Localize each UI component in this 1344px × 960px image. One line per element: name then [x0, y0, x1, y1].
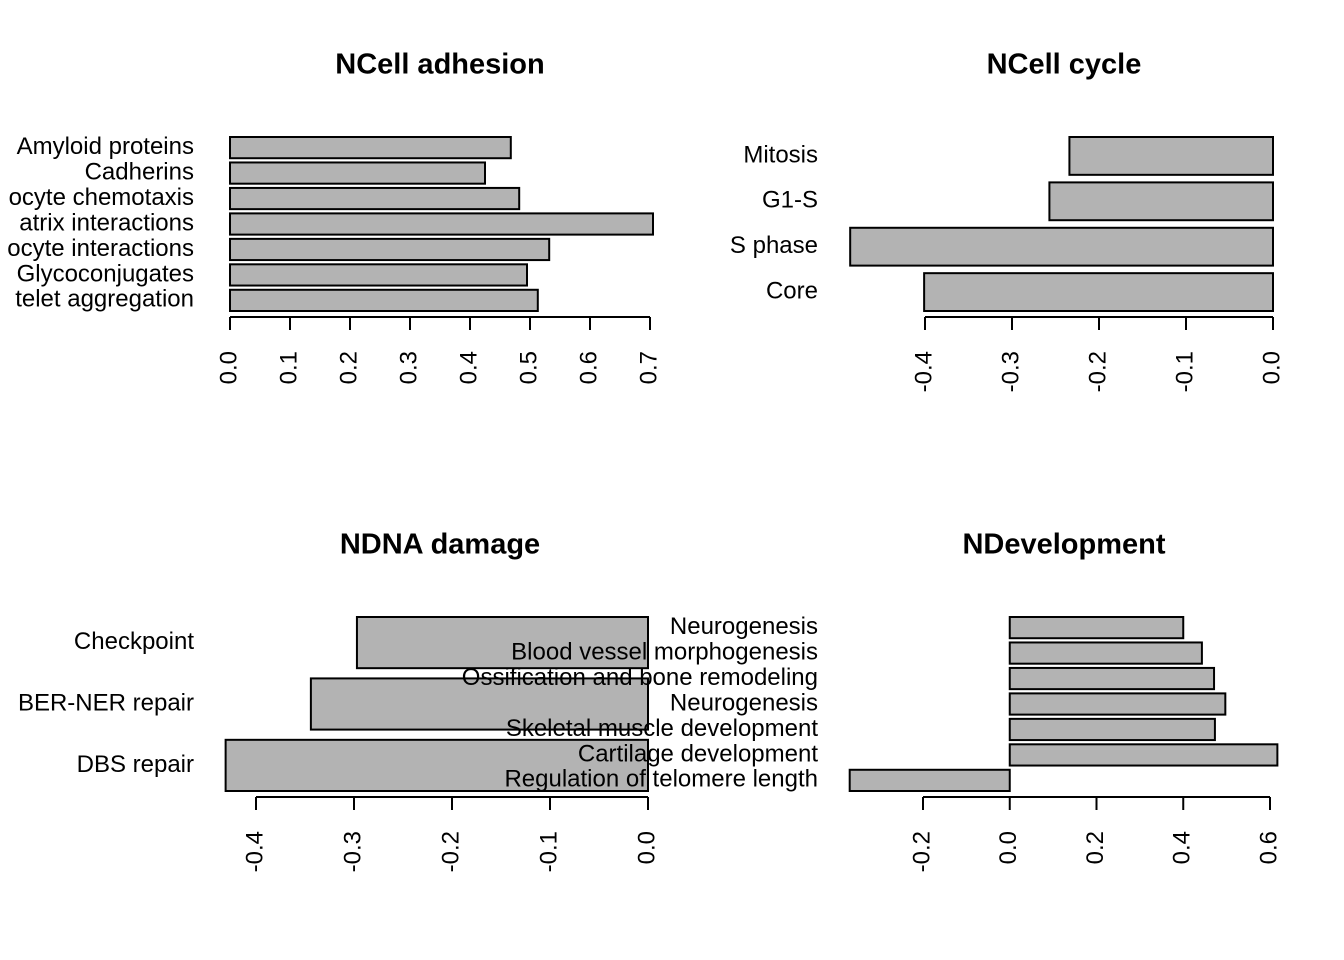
- x-tick-label: 0.5: [515, 351, 542, 384]
- x-tick-label: 0.2: [1082, 831, 1109, 864]
- x-tick-label: 0.0: [995, 831, 1022, 864]
- x-tick-label: 0.0: [215, 351, 242, 384]
- x-tick-label: 0.4: [455, 351, 482, 384]
- x-tick-label: -0.4: [241, 831, 268, 872]
- x-tick-label: 0.6: [1255, 831, 1282, 864]
- category-label: telet aggregation: [15, 286, 194, 313]
- bar: [229, 186, 521, 211]
- x-tick-label: 0.2: [335, 351, 362, 384]
- bar: [229, 288, 539, 312]
- bar: [229, 237, 551, 262]
- bar: [1008, 666, 1216, 691]
- category-label: Cadherins: [85, 158, 194, 185]
- bar: [229, 263, 528, 287]
- bar: [229, 161, 486, 185]
- category-label: Amyloid proteins: [17, 133, 194, 160]
- category-label: atrix interactions: [19, 209, 194, 236]
- category-label: Neurogenesis: [670, 613, 818, 640]
- x-tick-label: -0.2: [437, 831, 464, 872]
- bar: [229, 136, 512, 160]
- x-tick-label: 0.4: [1169, 831, 1196, 864]
- category-label: Neurogenesis: [670, 689, 818, 716]
- x-tick-label: 0.1: [275, 351, 302, 384]
- x-tick-label: -0.1: [535, 831, 562, 872]
- bar: [1008, 616, 1185, 640]
- bar: [849, 226, 1274, 267]
- bar: [229, 212, 654, 236]
- x-tick-label: 0.0: [633, 831, 660, 864]
- category-label: DBS repair: [77, 751, 194, 778]
- category-label: Ossification and bone remodeling: [462, 664, 818, 691]
- bar: [224, 738, 649, 793]
- x-tick-label: -0.2: [1084, 351, 1111, 392]
- x-tick-label: 0.6: [575, 351, 602, 384]
- category-label: Glycoconjugates: [17, 260, 194, 287]
- x-tick-label: 0.0: [1258, 351, 1285, 384]
- chart-title: NCell adhesion: [335, 49, 545, 81]
- bar: [1068, 136, 1275, 176]
- x-tick-label: -0.3: [339, 831, 366, 872]
- category-label: Mitosis: [743, 141, 818, 168]
- category-label: Core: [766, 277, 818, 304]
- category-label: Blood vessel morphogenesis: [511, 638, 818, 665]
- bar: [1008, 692, 1227, 716]
- bar: [1008, 641, 1203, 665]
- category-label: ocyte chemotaxis: [9, 184, 194, 211]
- x-tick-label: -0.3: [997, 351, 1024, 392]
- category-label: BER-NER repair: [18, 689, 194, 716]
- bar: [309, 677, 649, 731]
- bar: [1008, 743, 1279, 767]
- bar: [848, 768, 1011, 793]
- category-label: G1-S: [762, 187, 818, 214]
- chart-title: NDevelopment: [962, 529, 1165, 561]
- bar: [1048, 181, 1275, 222]
- category-label: S phase: [730, 232, 818, 259]
- bar: [355, 616, 649, 670]
- x-tick-label: -0.1: [1171, 351, 1198, 392]
- category-label: Cartilage development: [578, 740, 818, 767]
- chart-title: NDNA damage: [340, 529, 540, 561]
- x-tick-label: -0.2: [908, 831, 935, 872]
- x-tick-label: -0.4: [910, 351, 937, 392]
- category-label: Skeletal muscle development: [506, 715, 818, 742]
- x-tick-label: 0.3: [395, 351, 422, 384]
- bar: [1008, 717, 1216, 742]
- chart-title: NCell cycle: [987, 49, 1142, 81]
- bar: [923, 272, 1274, 313]
- category-label: Checkpoint: [74, 628, 194, 655]
- x-tick-label: 0.7: [635, 351, 662, 384]
- category-label: ocyte interactions: [7, 235, 194, 262]
- category-label: Regulation of telomere length: [504, 766, 818, 793]
